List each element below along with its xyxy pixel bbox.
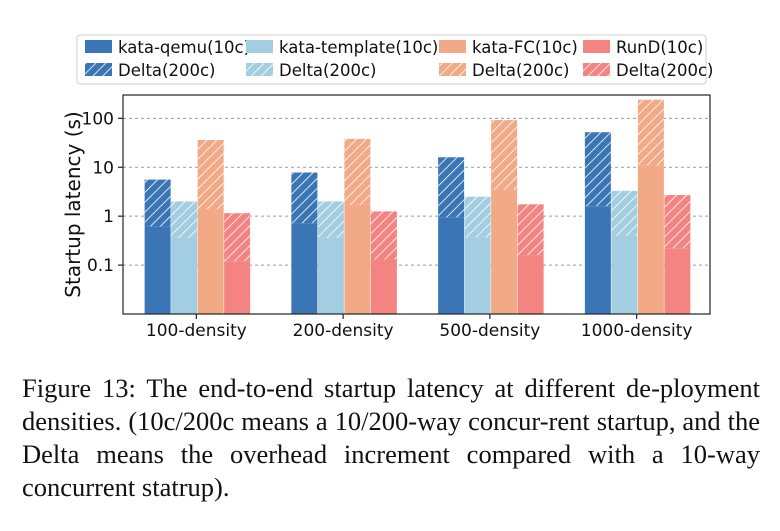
x-tick-label: 100-density	[146, 321, 247, 341]
legend-label: Delta(200c)	[118, 61, 215, 80]
y-tick-label: 100	[82, 109, 114, 129]
figure-caption: Figure 13: The end-to-end startup latenc…	[22, 373, 760, 502]
y-tick-label: 1	[103, 207, 114, 227]
legend-swatch-hatch	[439, 63, 466, 76]
legend-label: RunD(10c)	[616, 38, 703, 57]
bar-hatch-overlay	[664, 195, 691, 249]
x-tick-label: 500-density	[439, 321, 540, 341]
legend-swatch	[85, 40, 112, 53]
bar-hatch-overlay	[584, 132, 611, 207]
legend-label: Delta(200c)	[472, 61, 569, 80]
bar-kata-qemu10c-200-density	[291, 223, 318, 314]
y-axis-label: Startup latency (s)	[61, 111, 85, 297]
y-tick-label: 0.1	[87, 256, 114, 276]
bar-hatch-overlay	[291, 172, 318, 224]
bar-hatch-overlay	[370, 211, 397, 260]
bar-kata-fc10c-500-density	[491, 189, 518, 314]
bar-kata-qemu10c-500-density	[438, 217, 465, 314]
bar-hatch-overlay	[344, 138, 371, 205]
x-tick-label: 1000-density	[581, 321, 693, 341]
legend: kata-qemu(10c) Delta(200c) kata-template(1…	[76, 34, 713, 85]
bar-rund10c-200-density	[370, 259, 397, 314]
legend-swatch	[583, 40, 610, 53]
bar-hatch-overlay	[491, 120, 518, 190]
bars	[144, 99, 691, 314]
bar-hatch-overlay	[317, 201, 344, 238]
x-tick-label: 200-density	[293, 321, 394, 341]
legend-label: kata-template(10c)	[279, 38, 438, 57]
bar-kata-fc10c-200-density	[344, 204, 371, 314]
bar-kata-template10c-500-density	[464, 237, 491, 314]
bar-kata-template10c-1000-density	[611, 235, 638, 314]
bar-hatch-overlay	[517, 204, 544, 256]
bar-hatch-overlay	[464, 196, 491, 238]
y-axis: 0.1 1 10 100	[82, 109, 123, 276]
bar-rund10c-100-density	[224, 261, 251, 314]
bar-hatch-overlay	[637, 99, 664, 166]
plot-area-frame	[122, 94, 711, 315]
legend-label: kata-FC(10c)	[472, 38, 578, 57]
bar-rund10c-500-density	[517, 255, 544, 314]
legend-swatch-hatch	[85, 63, 112, 76]
bar-kata-qemu10c-100-density	[144, 226, 171, 314]
bar-kata-qemu10c-1000-density	[584, 206, 611, 314]
bar-rund10c-1000-density	[664, 248, 691, 314]
bar-hatch-overlay	[197, 140, 224, 210]
y-tick-label: 10	[92, 158, 114, 178]
bar-kata-template10c-100-density	[171, 237, 198, 314]
bar-kata-fc10c-1000-density	[637, 165, 664, 314]
bar-kata-fc10c-100-density	[197, 209, 224, 314]
legend-label: kata-qemu(10c)	[118, 38, 250, 57]
bar-hatch-overlay	[144, 179, 171, 227]
legend-swatch	[246, 40, 273, 53]
bar-hatch-overlay	[438, 157, 465, 218]
startup-latency-chart: kata-qemu(10c) Delta(200c) kata-template(1…	[61, 34, 713, 341]
legend-swatch	[439, 40, 466, 53]
legend-swatch-hatch	[246, 63, 273, 76]
x-axis: 100-density 200-density 500-density 1000-de…	[146, 314, 693, 341]
bar-hatch-overlay	[171, 201, 198, 238]
legend-swatch-hatch	[583, 63, 610, 76]
bar-hatch-overlay	[611, 190, 638, 236]
legend-label: Delta(200c)	[279, 61, 376, 80]
legend-label: Delta(200c)	[616, 61, 713, 80]
bar-hatch-overlay	[224, 213, 251, 262]
bar-kata-template10c-200-density	[317, 237, 344, 314]
legend-box	[76, 34, 707, 85]
